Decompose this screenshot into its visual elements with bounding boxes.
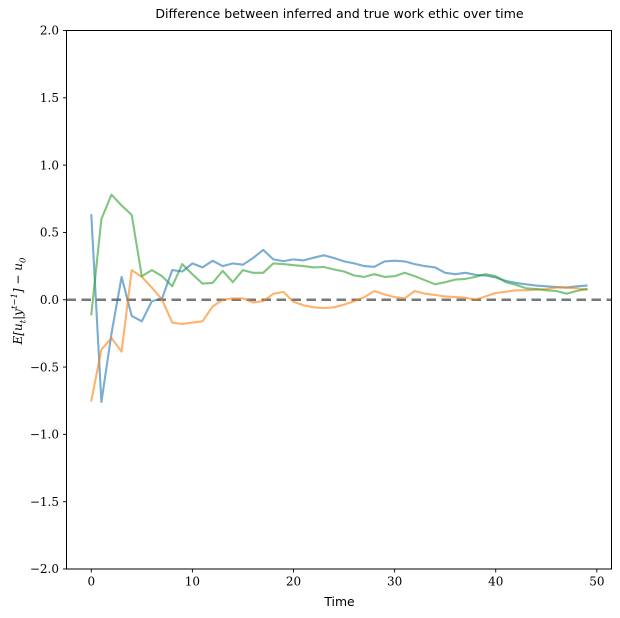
y-tick-label: −2.0 [30,562,59,576]
y-tick-label: 0.0 [40,293,59,307]
y-axis-label: E[ut|yt−1] − u0 [10,257,29,345]
series-line-agent-2-orange [90,269,588,402]
x-tick-label: 0 [87,575,95,589]
x-tick-label: 50 [589,575,604,589]
y-tick-label: 0.5 [40,226,59,240]
series-line-agent-3-green [90,193,588,316]
y-tick-label: −1.0 [30,428,59,442]
chart-title: Difference between inferred and true wor… [155,6,524,21]
y-tick-label: 1.0 [40,158,59,172]
x-tick-label: 40 [488,575,503,589]
y-tick-label: −1.5 [30,495,59,509]
x-tick-label: 30 [387,575,402,589]
y-tick-label: 2.0 [40,24,59,38]
x-tick-label: 20 [286,575,301,589]
x-axis-label: Time [324,594,355,609]
y-tick-label: −0.5 [30,360,59,374]
y-tick-label: 1.5 [40,91,59,105]
x-tick-label: 10 [185,575,200,589]
